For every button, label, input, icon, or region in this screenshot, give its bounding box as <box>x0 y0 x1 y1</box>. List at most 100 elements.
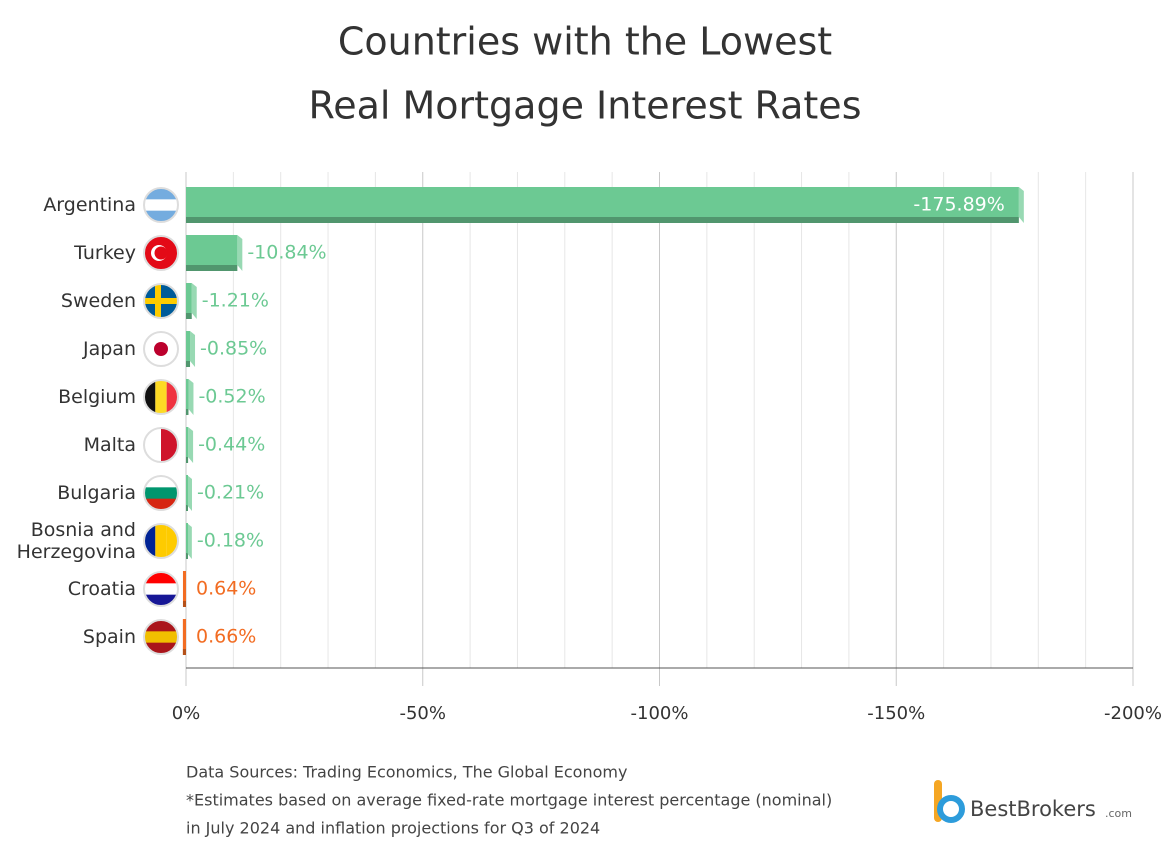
bar <box>186 427 189 463</box>
flag-stripe <box>144 354 178 366</box>
flag-stripe <box>144 620 178 632</box>
bar-cap <box>186 523 192 559</box>
bar-cap <box>190 331 196 367</box>
flag-stripe <box>155 524 167 558</box>
flag-stripe <box>144 199 178 212</box>
category-label: Turkey <box>74 242 136 264</box>
flag-border <box>143 235 179 271</box>
flag-stripe <box>161 428 178 462</box>
value-label: 0.64% <box>196 578 256 600</box>
flag <box>144 236 178 270</box>
bar-shade <box>186 217 1019 223</box>
value-label: -175.89% <box>913 194 1004 216</box>
flag-stripe <box>144 236 178 248</box>
flag-stripe <box>144 583 178 596</box>
x-tick-label: -100% <box>631 703 689 724</box>
note: *Estimates based on average fixed-rate m… <box>186 791 832 810</box>
flag-stripe <box>144 332 178 344</box>
flag-stripe <box>144 498 178 510</box>
bar-shade <box>186 457 189 463</box>
value-label: 0.66% <box>196 626 256 648</box>
flag-border <box>143 283 179 319</box>
flag-stripe <box>144 210 178 222</box>
flag <box>144 572 178 606</box>
category-label: Croatia <box>67 578 136 600</box>
flag <box>144 188 178 222</box>
flag-border <box>143 427 179 463</box>
flag <box>144 284 178 318</box>
flag-stripe <box>144 631 178 644</box>
bar-shade <box>186 553 188 559</box>
x-tick-label: -150% <box>867 703 925 724</box>
bar <box>182 619 186 655</box>
x-tick-label: 0% <box>172 703 201 724</box>
bar-cap <box>191 283 197 319</box>
bar <box>186 331 191 367</box>
category-label: Bosnia and Herzegovina <box>16 519 136 563</box>
flag-border <box>143 187 179 223</box>
bar <box>182 571 186 607</box>
flag-stripe <box>144 258 178 270</box>
bar-cap <box>188 427 194 463</box>
brand-name: BestBrokers <box>970 797 1096 821</box>
x-tick-label: -50% <box>399 703 446 724</box>
x-tick-label: -200% <box>1104 703 1162 724</box>
flag-emblem <box>154 246 168 260</box>
flag-border <box>143 619 179 655</box>
chart-title: Real Mortgage Interest Rates <box>309 84 862 128</box>
bar-shade <box>186 361 191 367</box>
flag-stripe <box>144 428 161 462</box>
bar-cap <box>1018 187 1024 223</box>
flag-border <box>143 331 179 367</box>
flag-stripe <box>144 524 156 558</box>
bar <box>186 235 238 271</box>
bar-shade <box>182 649 186 655</box>
bar-shade <box>186 409 189 415</box>
category-label: Malta <box>83 434 136 456</box>
flag <box>144 620 178 654</box>
category-label: Belgium <box>58 386 136 408</box>
logo-mark <box>937 795 965 823</box>
category-label: Japan <box>83 338 136 360</box>
flag-border <box>143 571 179 607</box>
flag-stripe <box>155 380 167 414</box>
logo: BestBrokers .com <box>934 780 1132 823</box>
category-label: Argentina <box>43 194 136 216</box>
bar-cap <box>188 379 194 415</box>
flag-border <box>143 475 179 511</box>
flag-stripe <box>144 642 178 654</box>
flag-stripe <box>166 524 178 558</box>
flag-border <box>143 379 179 415</box>
flag <box>144 476 178 510</box>
flag <box>144 428 178 462</box>
bar <box>186 379 189 415</box>
flag-stripe <box>144 380 156 414</box>
flag-stripe <box>144 594 178 606</box>
bar <box>186 283 192 319</box>
bar-cap <box>186 475 192 511</box>
flag-stripe <box>166 380 178 414</box>
chart-title: Countries with the Lowest <box>338 20 832 64</box>
value-label: -0.18% <box>197 530 264 552</box>
value-label: -0.52% <box>198 386 265 408</box>
flag-stripe <box>144 572 178 584</box>
flag <box>144 332 178 366</box>
category-label: Sweden <box>60 290 136 312</box>
bar <box>186 187 1019 223</box>
value-label: -0.21% <box>197 482 264 504</box>
flag-cross <box>155 284 161 318</box>
flag-stripe <box>144 188 178 200</box>
category-label: Spain <box>82 626 136 648</box>
flag <box>144 380 178 414</box>
value-label: -1.21% <box>202 290 269 312</box>
flag <box>144 524 178 558</box>
value-label: -0.44% <box>198 434 265 456</box>
flag-sun <box>154 342 168 356</box>
bar-shade <box>186 505 188 511</box>
grid <box>185 172 1134 686</box>
bar-shade <box>182 601 186 607</box>
bar-shade <box>186 313 192 319</box>
value-label: -0.85% <box>200 338 267 360</box>
value-label: -10.84% <box>247 242 326 264</box>
